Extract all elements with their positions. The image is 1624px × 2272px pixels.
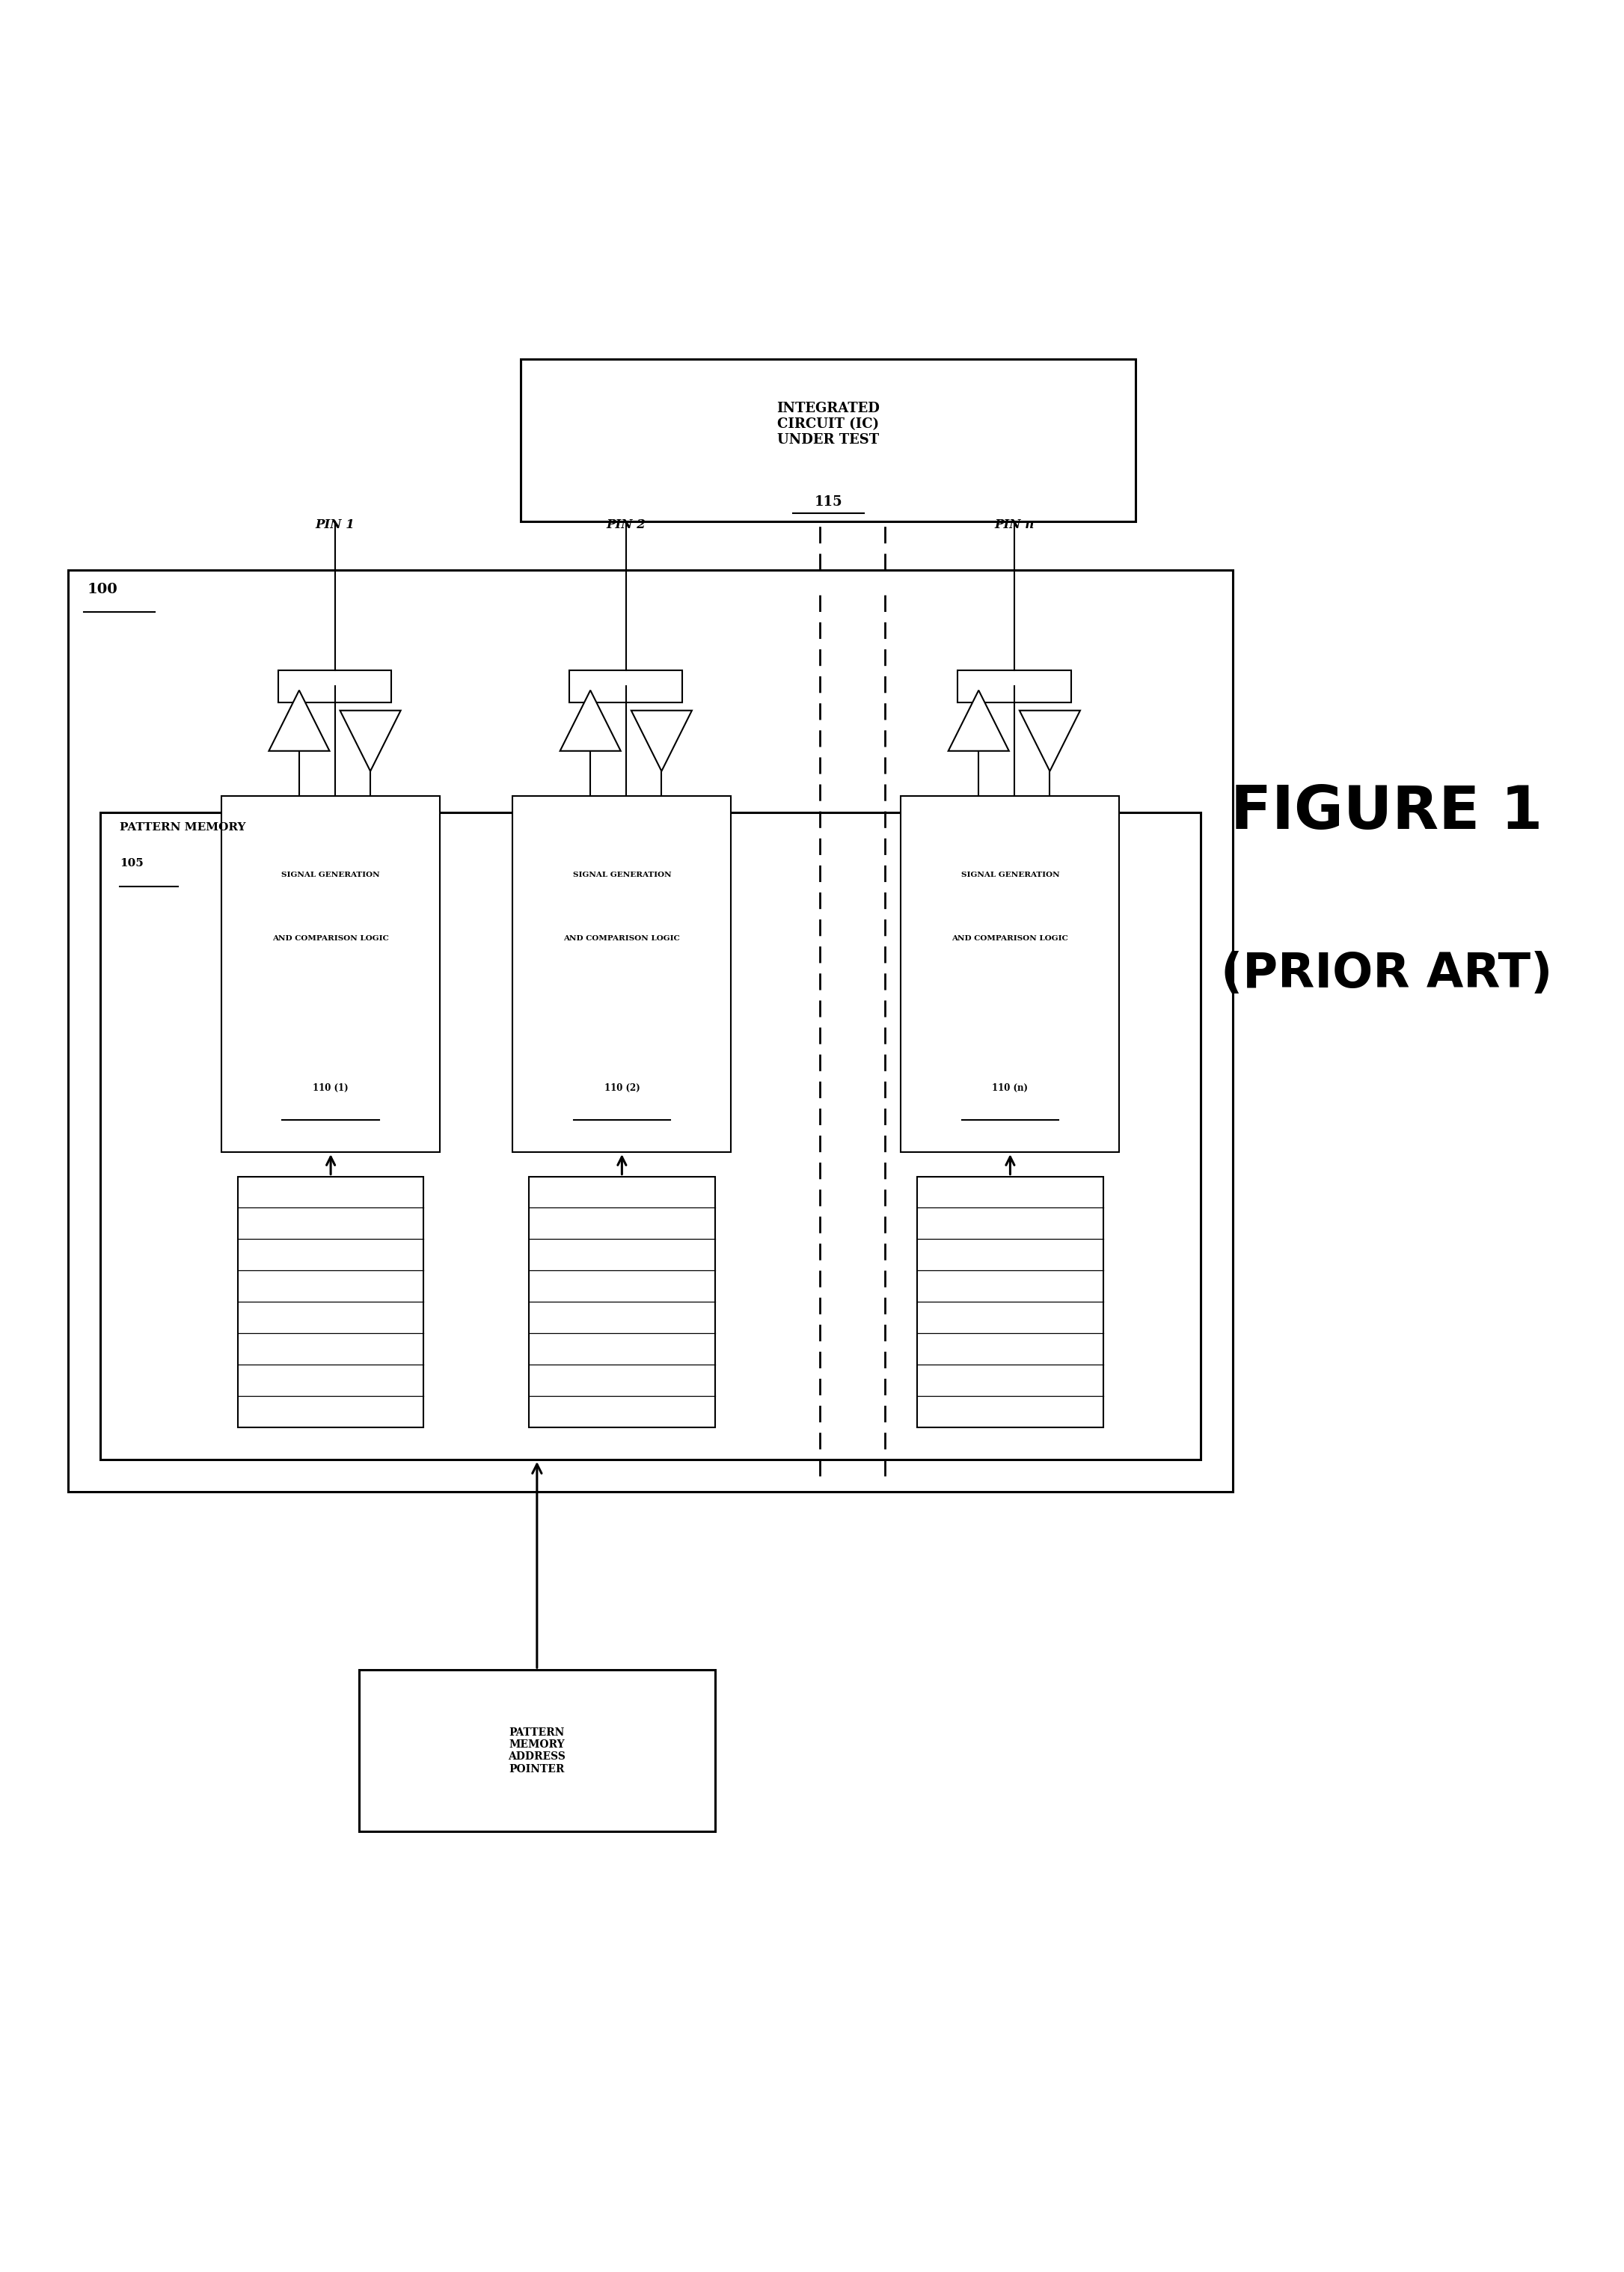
- Text: FIGURE 1: FIGURE 1: [1231, 784, 1543, 841]
- Bar: [101, 813, 1200, 1459]
- Text: AND COMPARISON LOGIC: AND COMPARISON LOGIC: [952, 936, 1069, 943]
- Bar: [237, 1177, 424, 1427]
- Bar: [278, 670, 391, 702]
- Polygon shape: [632, 711, 692, 770]
- Text: AND COMPARISON LOGIC: AND COMPARISON LOGIC: [564, 936, 680, 943]
- Bar: [901, 795, 1119, 1152]
- Text: 100: 100: [88, 582, 117, 595]
- Text: PIN 2: PIN 2: [606, 518, 646, 532]
- Text: 110 (1): 110 (1): [313, 1084, 349, 1093]
- Bar: [359, 1670, 715, 1831]
- Text: AND COMPARISON LOGIC: AND COMPARISON LOGIC: [273, 936, 390, 943]
- Bar: [513, 795, 731, 1152]
- Text: PATTERN
MEMORY
ADDRESS
POINTER: PATTERN MEMORY ADDRESS POINTER: [508, 1727, 565, 1774]
- Text: SIGNAL GENERATION: SIGNAL GENERATION: [573, 870, 671, 877]
- Text: (PRIOR ART): (PRIOR ART): [1221, 952, 1553, 997]
- Bar: [221, 795, 440, 1152]
- Polygon shape: [270, 691, 330, 752]
- Text: PIN n: PIN n: [994, 518, 1034, 532]
- Bar: [529, 1177, 715, 1427]
- Bar: [570, 670, 682, 702]
- Text: SIGNAL GENERATION: SIGNAL GENERATION: [961, 870, 1059, 877]
- Bar: [68, 570, 1233, 1493]
- Text: PIN 1: PIN 1: [315, 518, 354, 532]
- Bar: [521, 359, 1135, 520]
- Text: SIGNAL GENERATION: SIGNAL GENERATION: [281, 870, 380, 877]
- Text: 110 (2): 110 (2): [604, 1084, 640, 1093]
- Bar: [918, 1177, 1103, 1427]
- Text: INTEGRATED
CIRCUIT (IC)
UNDER TEST: INTEGRATED CIRCUIT (IC) UNDER TEST: [776, 402, 880, 445]
- Text: PATTERN MEMORY: PATTERN MEMORY: [120, 822, 245, 832]
- Polygon shape: [560, 691, 620, 752]
- Polygon shape: [1020, 711, 1080, 770]
- Text: 105: 105: [120, 859, 143, 868]
- Polygon shape: [339, 711, 401, 770]
- Text: 115: 115: [814, 495, 843, 509]
- Bar: [958, 670, 1070, 702]
- Polygon shape: [948, 691, 1009, 752]
- Text: 110 (n): 110 (n): [992, 1084, 1028, 1093]
